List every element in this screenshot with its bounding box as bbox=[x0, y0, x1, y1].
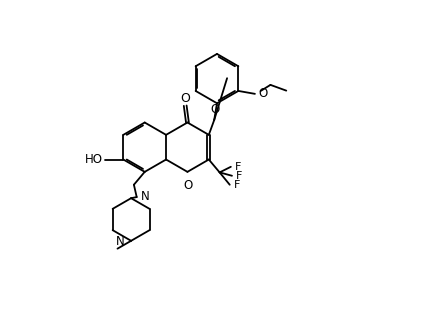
Text: O: O bbox=[184, 179, 192, 192]
Text: HO: HO bbox=[85, 153, 103, 166]
Text: O: O bbox=[258, 87, 268, 100]
Text: O: O bbox=[210, 103, 219, 115]
Text: F: F bbox=[235, 162, 241, 172]
Text: F: F bbox=[234, 180, 240, 190]
Text: N: N bbox=[116, 235, 124, 248]
Text: O: O bbox=[180, 92, 190, 106]
Text: F: F bbox=[236, 171, 242, 181]
Text: N: N bbox=[141, 190, 150, 203]
